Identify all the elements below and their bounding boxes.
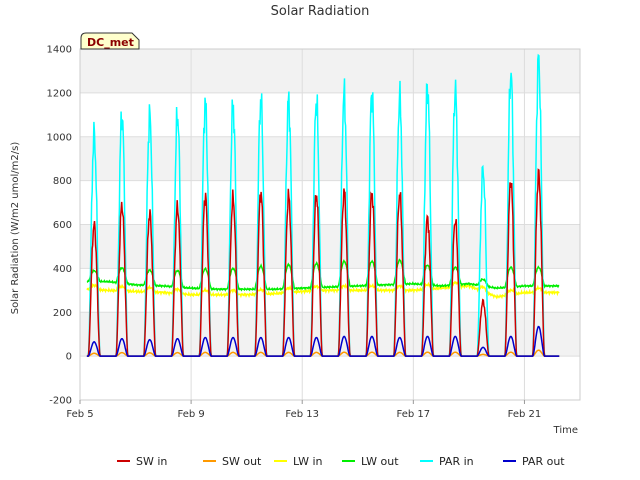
background-band bbox=[80, 312, 580, 357]
series-line-lw-out bbox=[86, 258, 560, 292]
background-band bbox=[80, 136, 580, 181]
legend-label: PAR out bbox=[522, 455, 565, 468]
x-tick-label: Feb 13 bbox=[285, 409, 319, 420]
legend-label: LW out bbox=[361, 455, 399, 468]
y-tick-label: 0 bbox=[66, 352, 72, 363]
station-badge: DC_met bbox=[80, 32, 140, 50]
x-axis-label: Time bbox=[553, 425, 578, 436]
background-band bbox=[80, 49, 580, 93]
legend: SW in SW out LW in LW out PAR in PAR out bbox=[117, 455, 565, 468]
y-tick-label: 200 bbox=[53, 308, 72, 319]
chart-title: Solar Radiation bbox=[271, 4, 370, 19]
y-tick-label: 800 bbox=[53, 176, 72, 187]
series-layer bbox=[86, 53, 560, 357]
station-badge-text: DC_met bbox=[87, 36, 134, 49]
background-band bbox=[80, 224, 580, 269]
y-tick-label: 600 bbox=[53, 220, 72, 231]
y-axis-ticks: -200 0 200 400 600 800 1000 1200 1400 bbox=[47, 45, 72, 407]
y-tick-label: 1400 bbox=[47, 45, 72, 56]
x-tick-label: Feb 5 bbox=[66, 409, 93, 420]
x-tick-label: Feb 9 bbox=[177, 409, 204, 420]
y-tick-label: -200 bbox=[49, 396, 72, 407]
y-tick-label: 400 bbox=[53, 264, 72, 275]
y-axis-label: Solar Radiation (W/m2 umol/m2/s) bbox=[10, 142, 21, 315]
series-line-lw-in bbox=[86, 280, 560, 300]
y-tick-label: 1000 bbox=[47, 132, 72, 143]
y-tick-label: 1200 bbox=[47, 88, 72, 99]
legend-label: SW in bbox=[136, 455, 167, 468]
x-tick-label: Feb 17 bbox=[397, 409, 431, 420]
legend-label: SW out bbox=[222, 455, 262, 468]
legend-label: LW in bbox=[293, 455, 323, 468]
plot-frame bbox=[79, 48, 581, 401]
x-tick-label: Feb 21 bbox=[508, 409, 542, 420]
x-axis-ticks: Feb 5 Feb 9 Feb 13 Feb 17 Feb 21 bbox=[66, 400, 541, 420]
series-line-par-out bbox=[86, 325, 560, 357]
legend-label: PAR in bbox=[439, 455, 474, 468]
